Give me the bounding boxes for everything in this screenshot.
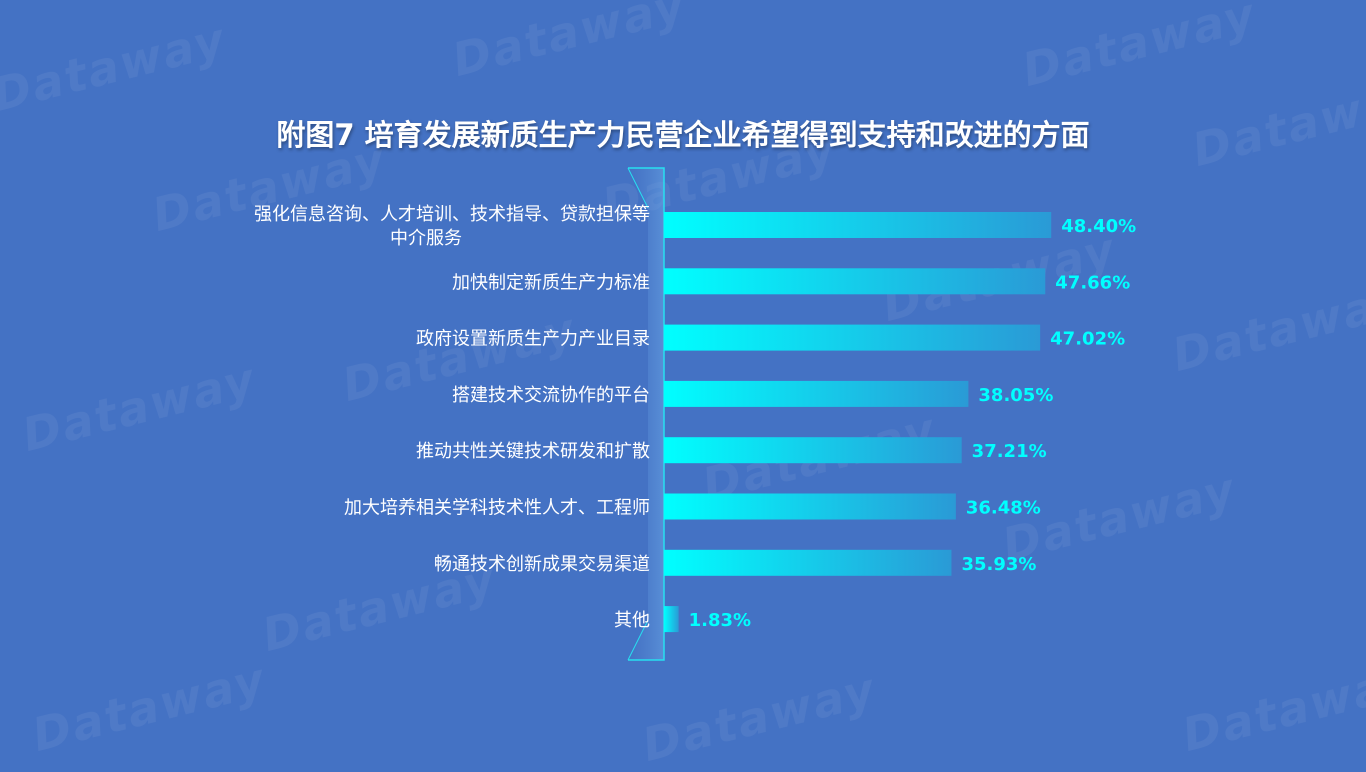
category-label: 强化信息咨询、人才培训、技术指导、贷款担保等	[254, 204, 650, 225]
category-label: 政府设置新质生产力产业目录	[416, 329, 650, 350]
bar	[664, 437, 962, 464]
bar	[664, 268, 1046, 295]
bar	[664, 493, 956, 520]
axis-diagonal-bottom	[627, 619, 649, 661]
value-label: 35.93%	[961, 554, 1036, 575]
value-label: 38.05%	[978, 385, 1053, 406]
value-label: 47.02%	[1050, 329, 1125, 350]
axis-diagonal-top	[627, 167, 649, 209]
bar	[664, 606, 679, 633]
axis-line	[628, 167, 665, 661]
bar	[664, 380, 969, 407]
bar	[664, 549, 952, 576]
value-label: 36.48%	[966, 498, 1041, 519]
bar	[664, 212, 1052, 238]
value-label: 37.21%	[972, 441, 1047, 462]
bar	[664, 324, 1041, 351]
category-label: 中介服务	[390, 228, 462, 249]
value-label: 48.40%	[1061, 216, 1136, 237]
value-label: 1.83%	[689, 610, 751, 631]
axis-panel	[628, 168, 664, 660]
category-label: 推动共性关键技术研发和扩散	[416, 441, 650, 462]
category-label: 加快制定新质生产力标准	[452, 272, 650, 293]
value-label: 47.66%	[1055, 272, 1130, 293]
category-label: 其他	[614, 610, 650, 631]
category-label: 加大培养相关学科技术性人才、工程师	[344, 498, 650, 519]
category-label: 畅通技术创新成果交易渠道	[434, 554, 650, 575]
chart-title: 附图7 培育发展新质生产力民营企业希望得到支持和改进的方面	[276, 118, 1090, 152]
category-label: 搭建技术交流协作的平台	[452, 385, 650, 406]
